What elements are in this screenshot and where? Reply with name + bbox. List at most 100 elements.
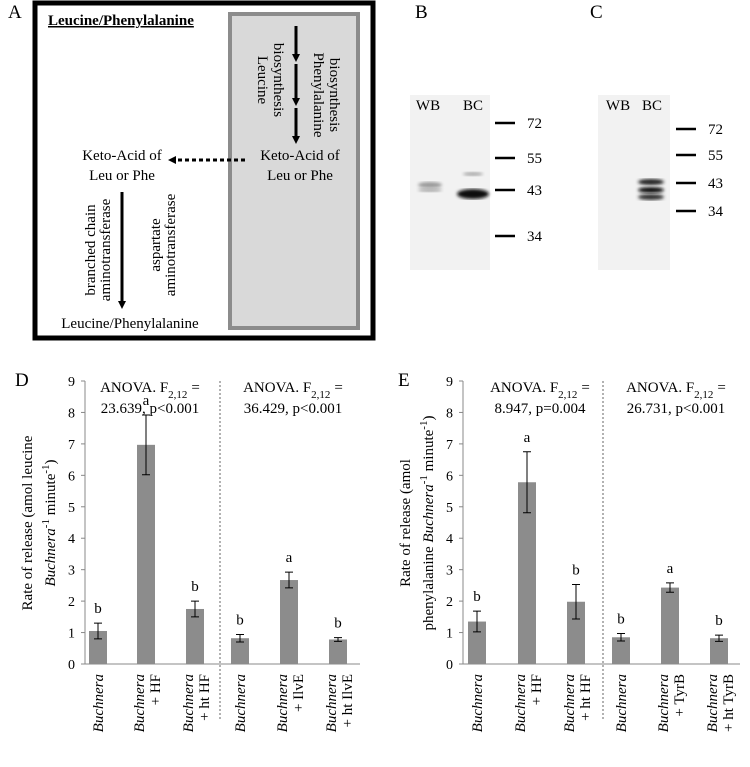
error-bar: [191, 600, 199, 618]
pathway-label: Phenylalanine: [310, 53, 326, 138]
x-tick-part: Buchnera: [705, 674, 721, 732]
bar: [661, 587, 679, 664]
x-tick-part: + IlvE: [291, 674, 307, 716]
y-label-part: -1: [40, 464, 52, 473]
y-tick-label: 0: [446, 658, 453, 673]
y-label-part: minute: [43, 473, 59, 519]
marker-label: 43: [527, 183, 542, 199]
anova-label: ANOVA. F2,12 =: [100, 380, 200, 401]
enzyme-label: aminotransferase: [98, 198, 114, 301]
error-bar: [523, 451, 531, 514]
keto-acid: Leu or Phe: [89, 168, 155, 184]
bar: [710, 638, 728, 664]
lane-label: WB: [606, 98, 630, 114]
x-tick-part: Buchnera: [614, 674, 630, 732]
bar: [89, 630, 107, 664]
anova-sub: 2,12: [558, 389, 577, 401]
x-tick-part: Buchnera: [513, 674, 529, 732]
x-tick-part: Buchnera: [324, 674, 340, 732]
x-tick-part: + HF: [148, 674, 164, 709]
error-bar: [142, 414, 150, 476]
x-tick-part: Buchnera: [470, 674, 486, 732]
product: Leucine/Phenylalanine: [61, 316, 199, 332]
y-label-part: ): [421, 416, 437, 421]
x-tick-part: + TyrB: [672, 674, 688, 720]
x-tick-part: Buchnera: [91, 674, 107, 732]
x-tick-part: Buchnera: [233, 674, 249, 732]
panel-label: A: [8, 2, 22, 23]
x-tick-part: Buchnera: [181, 674, 197, 732]
y-tick-label: 8: [446, 406, 453, 421]
anova-eq: =: [581, 380, 589, 396]
bar: [567, 601, 585, 664]
panel-label: C: [590, 2, 603, 23]
y-label: Buchnera-1 minute-1): [40, 459, 59, 586]
y-label-part: -1: [418, 421, 430, 430]
y-label-part: Buchnera: [421, 484, 437, 542]
y-tick-label: 7: [68, 438, 75, 453]
value-label: b: [617, 611, 625, 627]
x-tick-label: Buchnera + ht TyrB: [705, 674, 737, 736]
y-tick-label: 2: [68, 595, 75, 610]
y-tick-label: 3: [68, 564, 75, 579]
anova-sub: 2,12: [694, 389, 713, 401]
error-bar: [94, 622, 102, 640]
bar: [612, 637, 630, 664]
enzyme-label: aspartate: [148, 218, 164, 272]
lane-label: BC: [463, 98, 483, 114]
y-label-part: -1: [40, 519, 52, 528]
band: [457, 189, 489, 199]
anova-eq: =: [191, 380, 199, 396]
enzyme-label: branched chain: [83, 204, 99, 296]
pathway-label: Leucine: [254, 56, 270, 105]
x-tick-label: Buchnera: [470, 674, 486, 732]
panel-label: B: [415, 2, 428, 23]
y-tick-label: 3: [446, 564, 453, 579]
marker-label: 43: [708, 176, 723, 192]
anova-label: 8.947, p=0.004: [495, 401, 586, 417]
value-label: b: [473, 589, 481, 605]
band: [638, 187, 664, 193]
panel-label: E: [398, 370, 410, 391]
y-tick-label: 5: [68, 501, 75, 516]
x-tick-part: + ht HF: [197, 674, 213, 725]
y-label-part: ): [43, 459, 59, 464]
error-bar: [572, 583, 580, 620]
bar: [137, 444, 155, 664]
y-label-part: Buchnera: [43, 528, 59, 586]
y-tick-label: 2: [446, 595, 453, 610]
anova-text: ANOVA. F: [100, 380, 168, 396]
value-label: a: [524, 430, 531, 446]
x-tick-label: Buchnera: [614, 674, 630, 732]
value-label: b: [334, 616, 342, 632]
x-tick-part: Buchnera: [656, 674, 672, 732]
x-tick-part: Buchnera: [562, 674, 578, 732]
marker-label: 34: [708, 204, 724, 220]
band: [638, 179, 664, 185]
y-tick-label: 1: [68, 627, 75, 642]
error-bar: [666, 582, 674, 593]
value-label: b: [572, 562, 580, 578]
anova-label: 36.429, p<0.001: [244, 401, 342, 417]
value-label: a: [143, 393, 150, 409]
y-tick-label: 9: [446, 375, 453, 390]
y-tick-label: 0: [68, 658, 75, 673]
error-bar: [715, 634, 723, 642]
bar: [186, 608, 204, 664]
x-tick-part: + HF: [529, 674, 545, 709]
x-tick-label: Buchnera + HF: [132, 674, 164, 732]
y-label: phenylalanine Buchnera-1 minute-1): [418, 416, 437, 631]
anova-text: ANOVA. F: [243, 380, 311, 396]
marker-label: 55: [527, 151, 542, 167]
anova-sub: 2,12: [168, 389, 187, 401]
y-tick-label: 6: [446, 469, 453, 484]
x-tick-part: Buchnera: [275, 674, 291, 732]
anova-label: 26.731, p<0.001: [627, 401, 725, 417]
x-tick-label: Buchnera: [233, 674, 249, 732]
value-label: a: [286, 550, 293, 566]
band: [463, 172, 483, 176]
pathway-box: [228, 12, 360, 330]
y-tick-label: 6: [68, 469, 75, 484]
y-tick-label: 4: [68, 532, 75, 547]
